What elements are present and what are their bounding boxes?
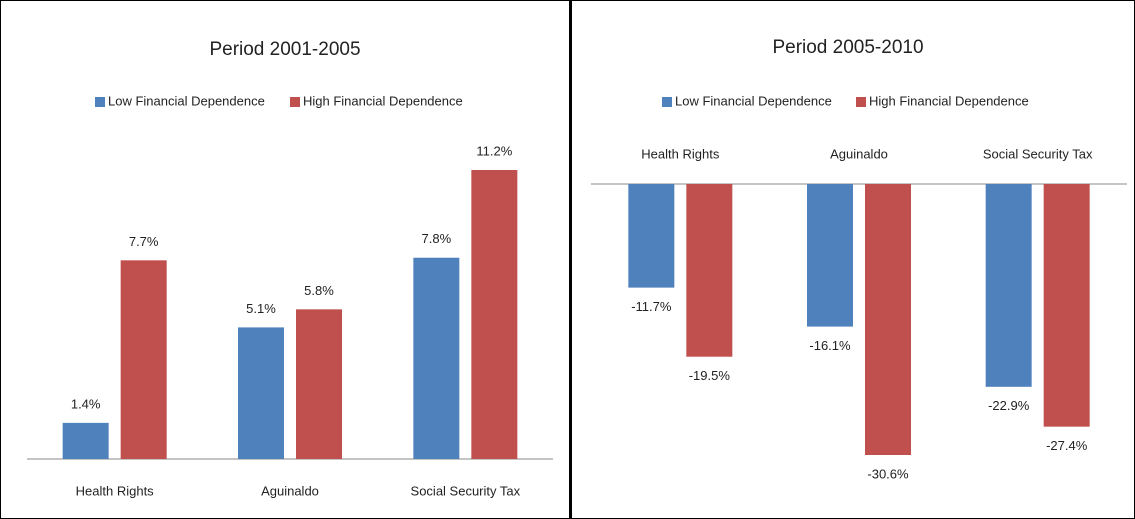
- bar: [62, 422, 109, 459]
- legend-swatch: [290, 97, 300, 107]
- bar: [628, 184, 675, 288]
- legend-swatch: [662, 97, 672, 107]
- x-tick-label: Social Security Tax: [411, 483, 521, 498]
- legend-swatch: [856, 97, 866, 107]
- legend-label: Low Financial Dependence: [108, 93, 265, 108]
- x-tick-label: Health Rights: [76, 483, 155, 498]
- value-label: -16.1%: [809, 338, 851, 353]
- value-label: -27.4%: [1046, 438, 1088, 453]
- divider: [569, 0, 572, 519]
- x-tick-label: Aguinaldo: [830, 146, 888, 161]
- legend-label: Low Financial Dependence: [675, 93, 832, 108]
- chart-title: Period 2005-2010: [772, 37, 923, 58]
- chart-title: Period 2001-2005: [209, 39, 360, 60]
- value-label: 1.4%: [71, 396, 101, 411]
- legend-label: High Financial Dependence: [303, 93, 463, 108]
- value-label: 7.8%: [422, 231, 452, 246]
- bar: [985, 184, 1032, 387]
- bar: [296, 309, 342, 459]
- value-label: -19.5%: [689, 368, 731, 383]
- value-label: -30.6%: [867, 466, 909, 481]
- bar: [1043, 184, 1090, 427]
- value-label: -22.9%: [988, 398, 1030, 413]
- bar: [686, 184, 733, 357]
- bar: [807, 184, 853, 327]
- x-tick-label: Aguinaldo: [261, 483, 319, 498]
- bar: [120, 260, 167, 459]
- value-label: -11.7%: [631, 299, 672, 314]
- x-tick-label: Social Security Tax: [983, 146, 1093, 161]
- bar: [865, 184, 911, 455]
- value-label: 5.8%: [304, 283, 334, 298]
- bar: [413, 257, 460, 459]
- bar: [471, 170, 518, 459]
- legend-swatch: [95, 97, 105, 107]
- legend-label: High Financial Dependence: [869, 93, 1029, 108]
- value-label: 5.1%: [246, 301, 276, 316]
- value-label: 7.7%: [129, 234, 159, 249]
- x-tick-label: Health Rights: [641, 146, 720, 161]
- bar: [238, 327, 284, 459]
- value-label: 11.2%: [476, 143, 512, 158]
